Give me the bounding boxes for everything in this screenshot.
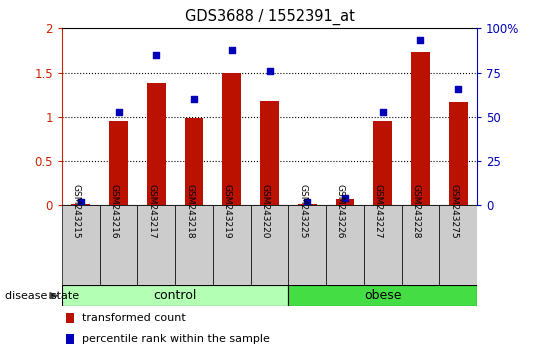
Text: GSM243227: GSM243227	[374, 184, 383, 239]
Bar	[100, 205, 137, 285]
Bar	[213, 205, 251, 285]
Bar	[184, 118, 204, 205]
Bar	[66, 313, 74, 323]
Text: GSM243225: GSM243225	[298, 184, 307, 239]
Text: GSM243218: GSM243218	[185, 184, 194, 239]
Point	[77, 199, 85, 205]
Text: GSM243217: GSM243217	[147, 184, 156, 239]
Bar	[288, 285, 477, 306]
Text: GSM243219: GSM243219	[223, 184, 232, 239]
Text: GSM243220: GSM243220	[260, 184, 270, 239]
Bar	[439, 205, 477, 285]
Text: GSM243228: GSM243228	[411, 184, 420, 239]
Bar	[62, 285, 288, 306]
Text: control: control	[154, 289, 197, 302]
Bar	[448, 102, 467, 205]
Bar	[260, 101, 279, 205]
Bar	[411, 52, 430, 205]
Bar	[222, 73, 241, 205]
Point	[265, 68, 274, 74]
Point	[152, 52, 161, 58]
Point	[341, 195, 349, 201]
Text: GSM243275: GSM243275	[449, 184, 458, 239]
Bar	[175, 205, 213, 285]
Text: obese: obese	[364, 289, 402, 302]
Bar	[137, 205, 175, 285]
Text: GSM243226: GSM243226	[336, 184, 345, 239]
Text: GSM243216: GSM243216	[109, 184, 119, 239]
Point	[454, 86, 462, 91]
Point	[227, 48, 236, 53]
Bar	[335, 199, 355, 205]
Text: GSM243215: GSM243215	[72, 184, 81, 239]
Text: GDS3688 / 1552391_at: GDS3688 / 1552391_at	[184, 9, 355, 25]
Bar	[298, 204, 317, 205]
Bar	[62, 205, 100, 285]
Bar	[326, 205, 364, 285]
Bar	[288, 205, 326, 285]
Bar	[251, 205, 288, 285]
Text: transformed count: transformed count	[82, 313, 185, 322]
Bar	[373, 121, 392, 205]
Bar	[109, 121, 128, 205]
Point	[190, 96, 198, 102]
Bar	[71, 204, 90, 205]
Bar	[402, 205, 439, 285]
Bar	[66, 334, 74, 344]
Point	[378, 110, 387, 115]
Point	[114, 110, 123, 115]
Point	[416, 37, 425, 43]
Bar	[364, 205, 402, 285]
Point	[303, 199, 312, 205]
Text: disease state: disease state	[5, 291, 80, 301]
Bar	[147, 83, 166, 205]
Text: percentile rank within the sample: percentile rank within the sample	[82, 334, 270, 344]
